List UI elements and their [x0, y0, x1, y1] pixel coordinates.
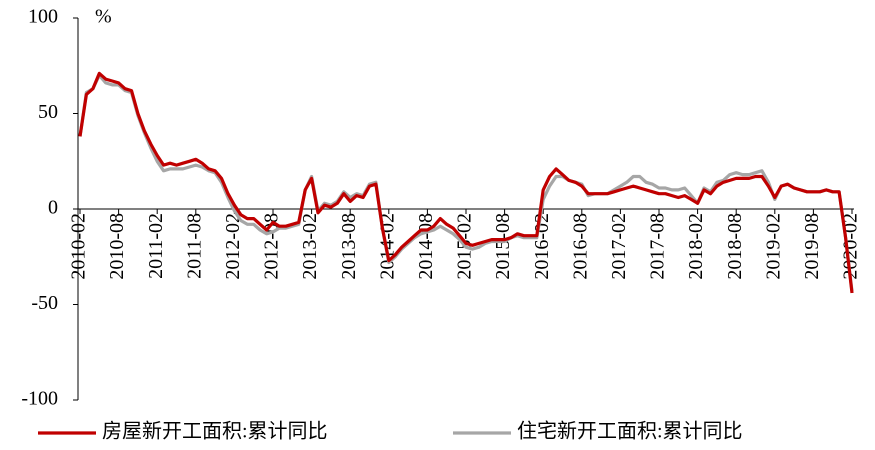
x-tick-label: 2015-08	[492, 213, 514, 280]
x-tick-label: 2017-02	[608, 213, 630, 280]
x-tick-label: 2010-08	[106, 213, 128, 280]
x-tick-label: 2014-08	[415, 213, 437, 280]
series-line	[78, 73, 854, 292]
x-tick-label: 2013-08	[338, 213, 360, 280]
x-tick-label: 2018-08	[724, 213, 746, 280]
y-unit: %	[95, 6, 112, 28]
x-tick-label: 2019-02	[762, 213, 784, 280]
legend-label: 住宅新开工面积:累计同比	[517, 420, 743, 443]
y-tick-label: 0	[48, 197, 58, 219]
series-line	[78, 71, 854, 294]
x-tick-label: 2016-02	[531, 213, 553, 280]
x-tick-label: 2011-08	[183, 213, 205, 279]
x-tick-label: 2017-08	[647, 213, 669, 280]
x-tick-label: 2016-08	[569, 213, 591, 280]
x-tick-label: 2011-02	[145, 213, 167, 279]
x-tick-label: 2019-08	[801, 213, 823, 280]
x-tick-label: 2013-02	[299, 213, 321, 280]
x-tick-label: 2018-02	[685, 213, 707, 280]
y-tick-label: 50	[38, 101, 58, 123]
y-tick-label: -50	[31, 292, 58, 314]
y-tick-label: -100	[21, 388, 58, 410]
y-tick-label: 100	[28, 6, 58, 28]
x-tick-label: 2012-02	[222, 213, 244, 280]
x-tick-label: 2010-02	[68, 213, 90, 280]
legend-label: 房屋新开工面积:累计同比	[102, 420, 328, 443]
